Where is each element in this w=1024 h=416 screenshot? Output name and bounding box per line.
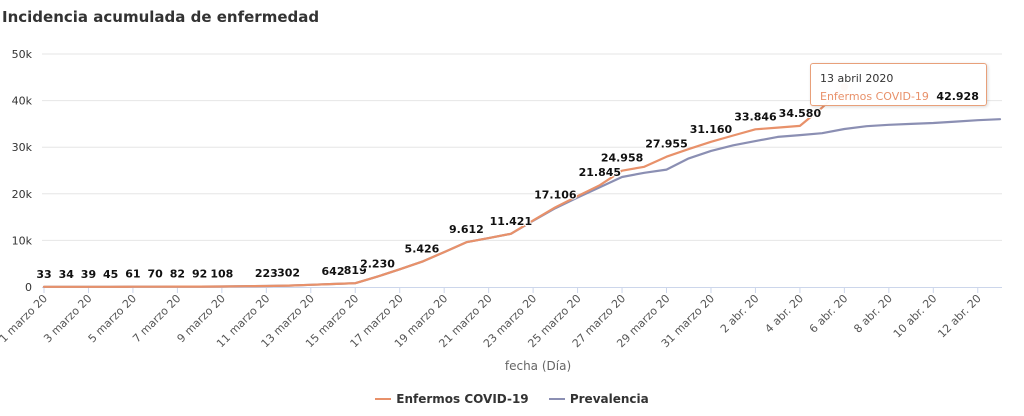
legend-swatch-covid: [375, 397, 392, 400]
legend: Enfermos COVID-19 Prevalencia: [0, 392, 1024, 406]
data-label: 39: [81, 268, 96, 281]
data-label: 2.230: [360, 258, 395, 271]
x-tick-label: 6 abr. 20: [807, 292, 851, 336]
legend-label-prevalencia: Prevalencia: [569, 392, 649, 406]
data-label: 17.106: [534, 188, 577, 201]
data-label: 642: [322, 265, 345, 278]
data-label: 82: [170, 268, 185, 281]
data-label: 302: [277, 267, 300, 280]
series-line-covid: [42, 85, 846, 288]
data-label: 5.426: [405, 243, 440, 256]
chart-title: Incidencia acumulada de enfermedad: [2, 8, 320, 26]
x-tick-label: 10 abr. 20: [891, 292, 940, 341]
data-label: 24.958: [601, 152, 643, 165]
data-label: 27.955: [645, 138, 687, 151]
y-tick-label: 10k: [12, 234, 33, 247]
legend-item-prevalencia[interactable]: Prevalencia: [548, 392, 649, 406]
y-tick-label: 0: [25, 281, 32, 294]
y-axis-ticks: 0 10k 20k 30k 40k 50k: [12, 48, 33, 294]
data-label: 33.846: [734, 110, 777, 123]
y-tick-label: 30k: [12, 141, 33, 154]
tooltip: 13 abril 2020 Enfermos COVID-19 42.928: [810, 63, 987, 106]
data-label: 11.421: [490, 215, 532, 228]
data-label: 34.580: [779, 107, 822, 120]
y-tick-label: 50k: [12, 48, 33, 61]
data-label: 31.160: [690, 123, 733, 136]
series-line-prevalencia: [42, 118, 1002, 288]
legend-label-covid: Enfermos COVID-19: [396, 392, 529, 406]
y-tick-label: 20k: [12, 188, 33, 201]
data-label: 223: [255, 267, 278, 280]
data-label: 9.612: [449, 223, 484, 236]
legend-swatch-prevalencia: [548, 397, 565, 400]
data-label: 33: [36, 268, 51, 281]
x-tick-label: 4 abr. 20: [762, 292, 806, 336]
data-label: 92: [192, 268, 207, 281]
data-label: 61: [125, 268, 140, 281]
data-label: 108: [210, 267, 233, 280]
data-label: 819: [344, 264, 367, 277]
x-tick-label: 8 abr. 20: [851, 292, 895, 336]
tooltip-value: 42.928: [936, 90, 979, 103]
series-lines: [42, 85, 1002, 288]
x-tick-label: 12 abr. 20: [935, 292, 984, 341]
x-axis-title: fecha (Día): [505, 359, 571, 373]
tooltip-date: 13 abril 2020: [820, 72, 894, 85]
data-label: 34: [59, 268, 75, 281]
x-axis-ticks: 1 marzo 203 marzo 205 marzo 207 marzo 20…: [0, 287, 984, 350]
y-tick-label: 40k: [12, 95, 33, 108]
legend-item-covid[interactable]: Enfermos COVID-19: [375, 392, 529, 406]
data-label: 21.845: [579, 166, 621, 179]
tooltip-series-name: Enfermos COVID-19: [820, 90, 929, 103]
data-label: 70: [148, 268, 164, 281]
tooltip-row: Enfermos COVID-19 42.928: [820, 90, 979, 103]
x-tick-label: 2 abr. 20: [718, 292, 762, 336]
data-label: 45: [103, 268, 118, 281]
